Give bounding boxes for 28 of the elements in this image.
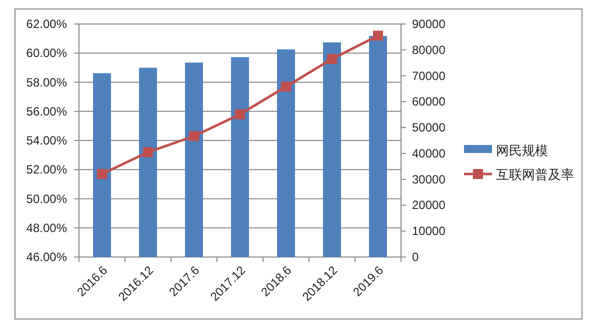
y2-tick-label: 90000 [412, 17, 446, 31]
y-tick-label: 50.00% [26, 192, 68, 206]
y2-tick-label: 10000 [412, 224, 446, 238]
point [189, 131, 199, 142]
y-tick-label: 48.00% [26, 220, 68, 235]
y-tick-label: 54.00% [26, 134, 68, 148]
point [281, 82, 291, 92]
y-tick-label: 58.00% [26, 75, 68, 90]
y-tick-label: 56.00% [26, 104, 68, 118]
y2-tick-label: 50000 [412, 120, 446, 135]
point [97, 168, 107, 179]
y2-tick-label: 60000 [412, 94, 446, 109]
point [327, 54, 337, 64]
point [143, 147, 153, 158]
legend-label: 网民规模 [496, 143, 548, 158]
legend-label: 互联网普及率 [496, 167, 574, 182]
y2-tick-label: 0 [412, 250, 419, 264]
y-tick-label: 62.00% [26, 17, 68, 31]
y2-tick-label: 40000 [412, 146, 446, 160]
y-tick-label: 52.00% [26, 162, 68, 177]
y2-tick-label: 30000 [412, 172, 446, 186]
y2-tick-label: 20000 [412, 198, 446, 212]
point [235, 109, 245, 120]
y2-tick-label: 70000 [412, 68, 446, 83]
y-tick-label: 46.00% [26, 250, 68, 264]
y2-tick-label: 80000 [412, 42, 446, 57]
point [373, 30, 383, 41]
y-tick-label: 60.00% [26, 46, 68, 60]
